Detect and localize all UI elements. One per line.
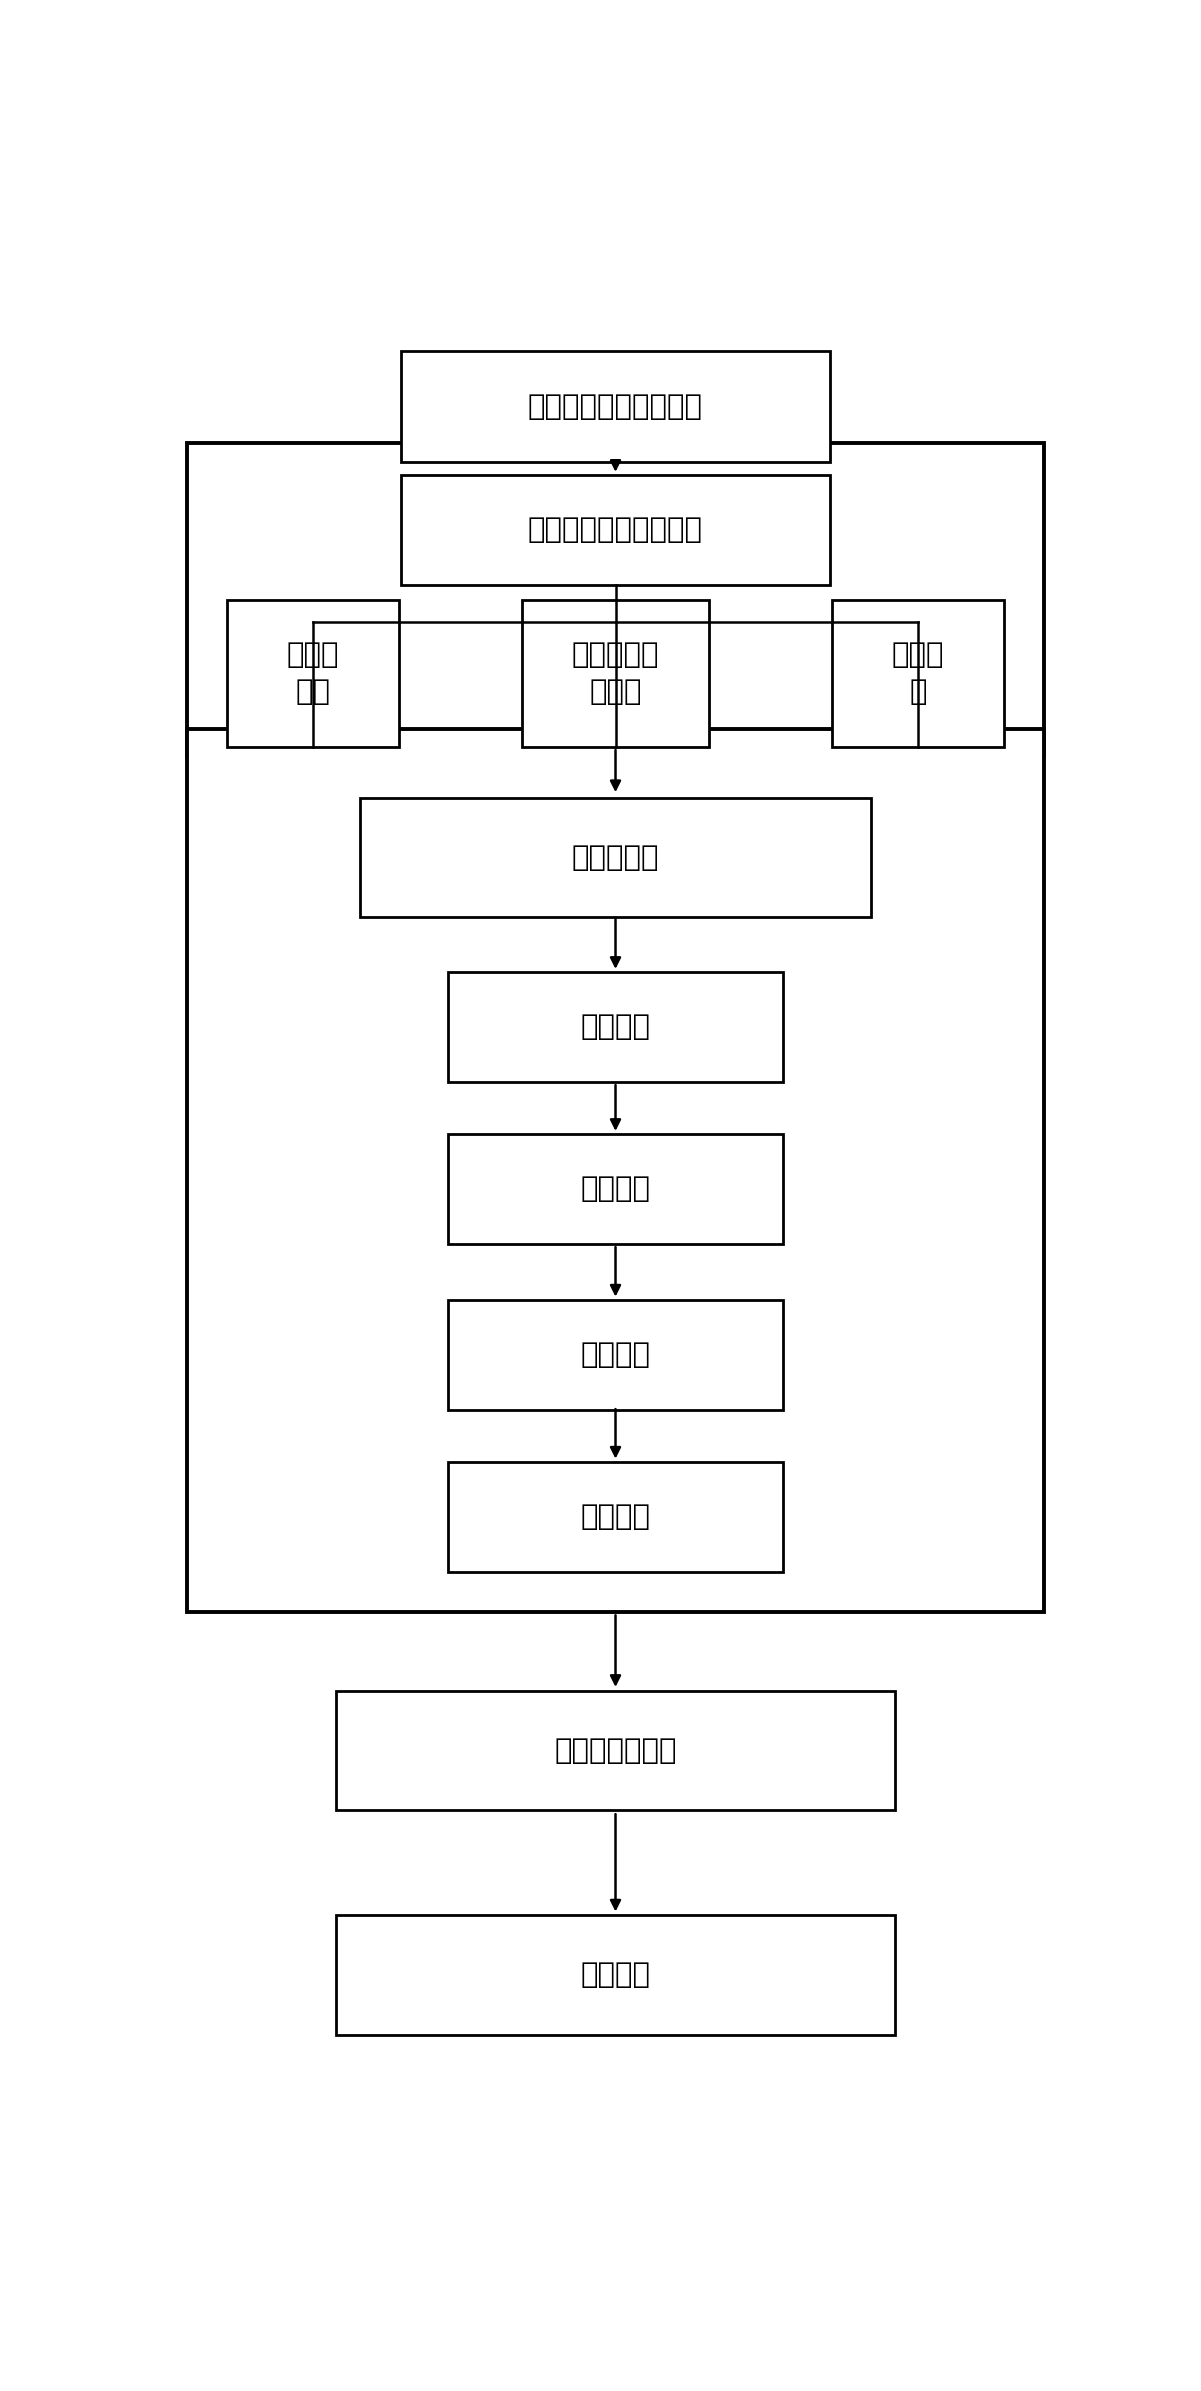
Bar xyxy=(448,971,783,1083)
Text: 数据制作: 数据制作 xyxy=(580,1014,651,1040)
Text: 深度域适应模型的设计: 深度域适应模型的设计 xyxy=(528,516,703,543)
Bar xyxy=(187,729,1044,1612)
Bar xyxy=(401,351,830,461)
Text: 网络的训练: 网络的训练 xyxy=(572,844,659,873)
Text: 线上测试: 线上测试 xyxy=(580,1961,651,1989)
Bar xyxy=(401,476,830,586)
Bar xyxy=(448,1301,783,1411)
Text: 前向传播: 前向传播 xyxy=(580,1174,651,1203)
Text: 域判别
器: 域判别 器 xyxy=(892,641,944,705)
Text: 反向传播: 反向传播 xyxy=(580,1504,651,1530)
Bar xyxy=(359,799,872,918)
Bar xyxy=(187,442,1044,756)
Text: 损失函数: 损失函数 xyxy=(580,1341,651,1368)
Bar xyxy=(448,1461,783,1571)
Bar xyxy=(832,600,1004,746)
Text: 分类器（适
应层）: 分类器（适 应层） xyxy=(572,641,659,705)
Text: 特征提
取器: 特征提 取器 xyxy=(287,641,339,705)
Bar xyxy=(336,1915,895,2035)
Text: 源域和目标域数据准备: 源域和目标域数据准备 xyxy=(528,392,703,421)
Bar xyxy=(336,1690,895,1810)
Bar xyxy=(227,600,399,746)
Text: 模型保存与移植: 模型保存与移植 xyxy=(555,1736,676,1765)
Bar xyxy=(522,600,709,746)
Bar xyxy=(448,1133,783,1243)
